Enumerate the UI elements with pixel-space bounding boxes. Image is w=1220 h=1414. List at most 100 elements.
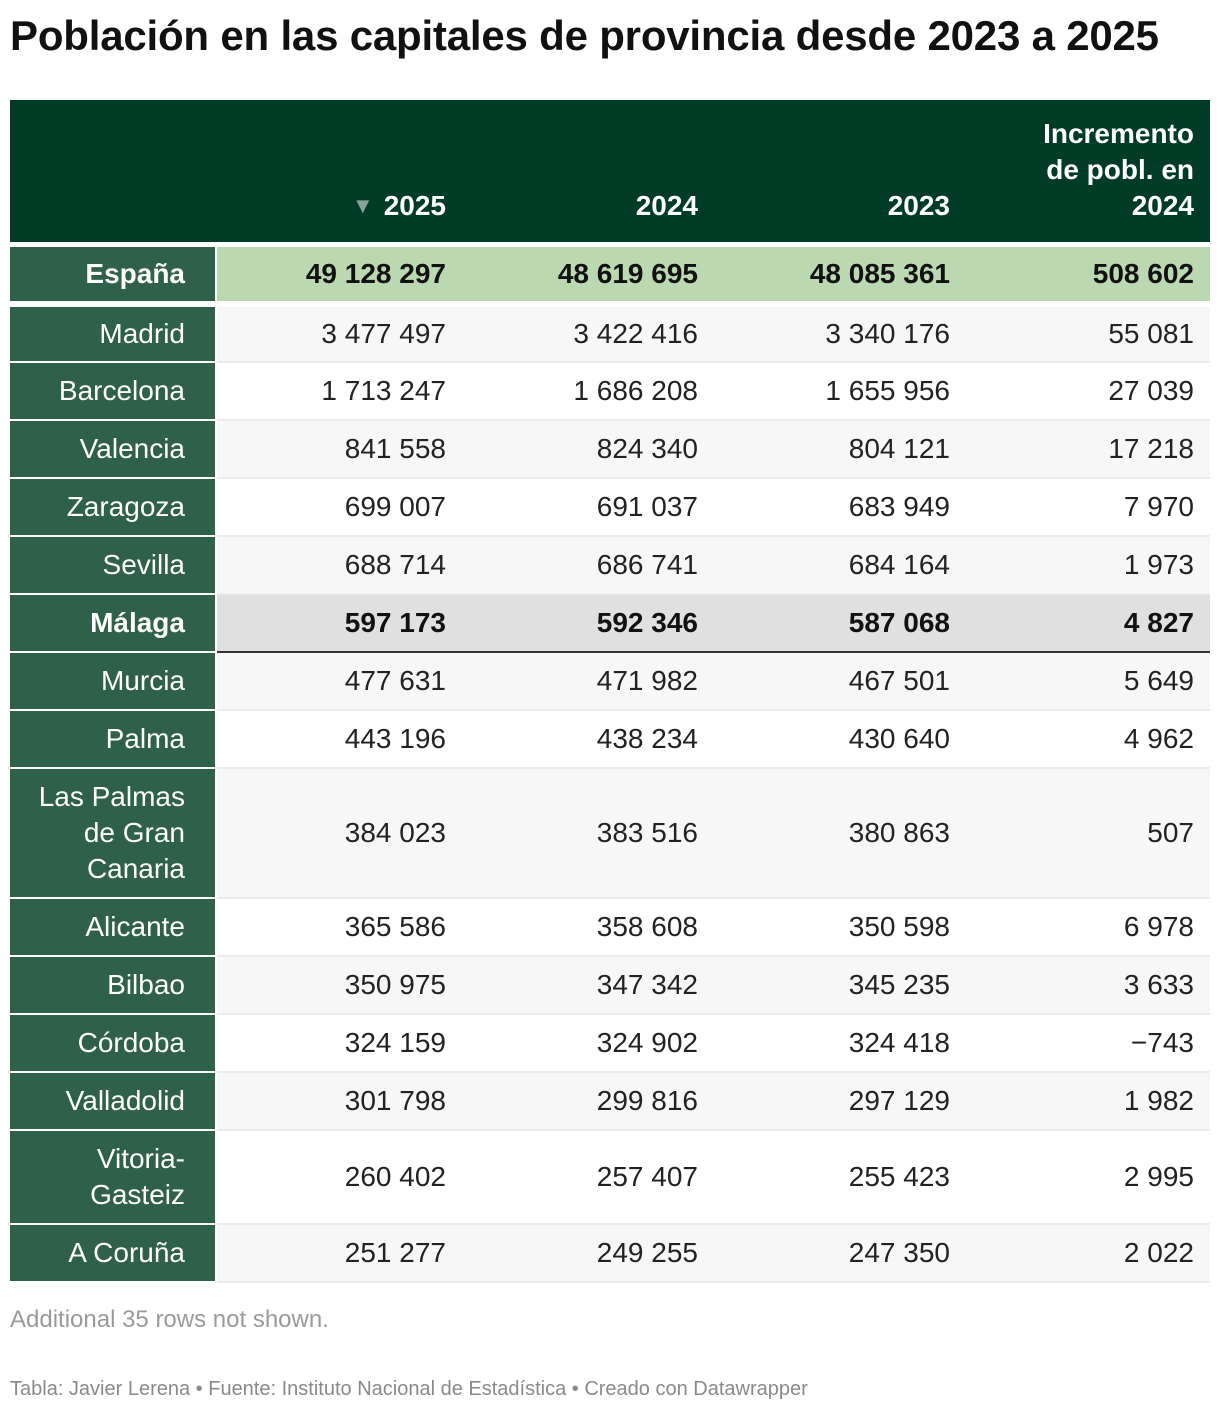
cell-2025: 477 631 (216, 652, 462, 711)
cell-2025: 49 128 297 (216, 244, 462, 307)
cell-2024: 824 340 (462, 420, 714, 479)
cell-2025: 350 975 (216, 956, 462, 1015)
header-2023[interactable]: 2023 (714, 100, 966, 247)
cell-increment: 507 (966, 768, 1210, 899)
cell-2024: 691 037 (462, 478, 714, 537)
cell-2024: 438 234 (462, 710, 714, 769)
cell-2025: 3 477 497 (216, 304, 462, 363)
header-increment-line-1: Incremento (1043, 117, 1194, 149)
cell-increment: 2 022 (966, 1224, 1210, 1283)
cell-2023: 804 121 (714, 420, 966, 479)
cell-2023: 684 164 (714, 536, 966, 595)
table-row: Murcia 477 631 471 982 467 501 5 649 (10, 652, 1210, 711)
table-row-malaga: Málaga 597 173 592 346 587 068 4 827 (10, 593, 1210, 653)
header-row: ▼ 2025 2024 2023 Incremento de pobl. en 202… (10, 100, 1210, 247)
row-name-line-1: Las Palmas (38, 781, 185, 812)
table-row: Las Palmas de Gran Canaria 384 023 383 516… (10, 768, 1210, 899)
cell-2025: 688 714 (216, 536, 462, 595)
cell-2025: 384 023 (216, 768, 462, 899)
table-header: ▼ 2025 2024 2023 Incremento de pobl. en 202… (10, 100, 1210, 247)
cell-increment: 508 602 (966, 244, 1210, 307)
table-row: Bilbao 350 975 347 342 345 235 3 633 (10, 956, 1210, 1015)
cell-2023: 324 418 (714, 1014, 966, 1073)
row-name: Palma (10, 710, 217, 769)
row-name: Valencia (10, 420, 217, 479)
row-name: Madrid (10, 304, 217, 363)
header-name-column (10, 100, 216, 247)
table-row: Palma 443 196 438 234 430 640 4 962 (10, 710, 1210, 769)
row-name-line-2: de Gran (83, 817, 185, 848)
cell-2025: 443 196 (216, 710, 462, 769)
header-increment-line-3: 2024 (1131, 189, 1194, 221)
cell-2025: 324 159 (216, 1014, 462, 1073)
table-row: Valencia 841 558 824 340 804 121 17 218 (10, 420, 1210, 479)
population-table: ▼ 2025 2024 2023 Incremento de pobl. en 202… (10, 100, 1210, 1283)
cell-2025: 260 402 (216, 1130, 462, 1225)
cell-2023: 350 598 (714, 898, 966, 957)
cell-2025: 841 558 (216, 420, 462, 479)
cell-2023: 297 129 (714, 1072, 966, 1131)
row-name: Zaragoza (10, 478, 217, 537)
row-name-line-3: Canaria (86, 853, 185, 884)
table-body: España 49 128 297 48 619 695 48 085 361 … (10, 244, 1210, 1283)
cell-2023: 48 085 361 (714, 244, 966, 307)
header-2025[interactable]: ▼ 2025 (216, 100, 462, 247)
row-name: España (10, 244, 217, 307)
row-name: Alicante (10, 898, 217, 957)
cell-increment: 6 978 (966, 898, 1210, 957)
sort-descending-icon: ▼ (351, 192, 374, 218)
cell-2025: 699 007 (216, 478, 462, 537)
cell-2024: 358 608 (462, 898, 714, 957)
cell-2024: 48 619 695 (462, 244, 714, 307)
cell-2023: 345 235 (714, 956, 966, 1015)
cell-increment: 4 827 (966, 593, 1210, 653)
table-row: Zaragoza 699 007 691 037 683 949 7 970 (10, 478, 1210, 537)
table-row: Valladolid 301 798 299 816 297 129 1 982 (10, 1072, 1210, 1131)
cell-increment: 2 995 (966, 1130, 1210, 1225)
cell-increment: 7 970 (966, 478, 1210, 537)
cell-2023: 587 068 (714, 593, 966, 653)
row-name: Málaga (10, 593, 217, 653)
cell-increment: 17 218 (966, 420, 1210, 479)
cell-increment: 4 962 (966, 710, 1210, 769)
row-name: Vitoria- Gasteiz (10, 1130, 217, 1225)
cell-increment: 55 081 (966, 304, 1210, 363)
cell-2024: 3 422 416 (462, 304, 714, 363)
table-title: Población en las capitales de provincia … (10, 12, 1159, 59)
row-name: Barcelona (10, 362, 217, 421)
cell-2023: 430 640 (714, 710, 966, 769)
cell-2024: 324 902 (462, 1014, 714, 1073)
table-row: Barcelona 1 713 247 1 686 208 1 655 956 … (10, 362, 1210, 421)
table-row: Vitoria- Gasteiz 260 402 257 407 255 423 … (10, 1130, 1210, 1225)
table-row-espana: España 49 128 297 48 619 695 48 085 361 … (10, 244, 1210, 307)
cell-2025: 597 173 (216, 593, 462, 653)
table-row: Madrid 3 477 497 3 422 416 3 340 176 55 … (10, 304, 1210, 363)
cell-2024: 1 686 208 (462, 362, 714, 421)
table-row: Córdoba 324 159 324 902 324 418 −743 (10, 1014, 1210, 1073)
table-row: Sevilla 688 714 686 741 684 164 1 973 (10, 536, 1210, 595)
cell-2023: 3 340 176 (714, 304, 966, 363)
row-name: Córdoba (10, 1014, 217, 1073)
cell-2024: 299 816 (462, 1072, 714, 1131)
cell-2024: 249 255 (462, 1224, 714, 1283)
cell-2025: 365 586 (216, 898, 462, 957)
row-name: A Coruña (10, 1224, 217, 1283)
cell-2025: 251 277 (216, 1224, 462, 1283)
header-increment-line-2: de pobl. en (1046, 153, 1194, 185)
cell-increment: 1 982 (966, 1072, 1210, 1131)
cell-2024: 471 982 (462, 652, 714, 711)
cell-2024: 347 342 (462, 956, 714, 1015)
row-name: Bilbao (10, 956, 217, 1015)
row-name: Las Palmas de Gran Canaria (10, 768, 217, 899)
cell-increment: 1 973 (966, 536, 1210, 595)
header-2024[interactable]: 2024 (462, 100, 714, 247)
cell-2025: 1 713 247 (216, 362, 462, 421)
cell-2024: 686 741 (462, 536, 714, 595)
header-increment[interactable]: Incremento de pobl. en 2024 (966, 100, 1210, 247)
cell-increment: −743 (966, 1014, 1210, 1073)
cell-increment: 3 633 (966, 956, 1210, 1015)
row-name: Sevilla (10, 536, 217, 595)
row-name: Murcia (10, 652, 217, 711)
cell-2023: 247 350 (714, 1224, 966, 1283)
rows-hidden-note: Additional 35 rows not shown. (10, 1306, 329, 1333)
